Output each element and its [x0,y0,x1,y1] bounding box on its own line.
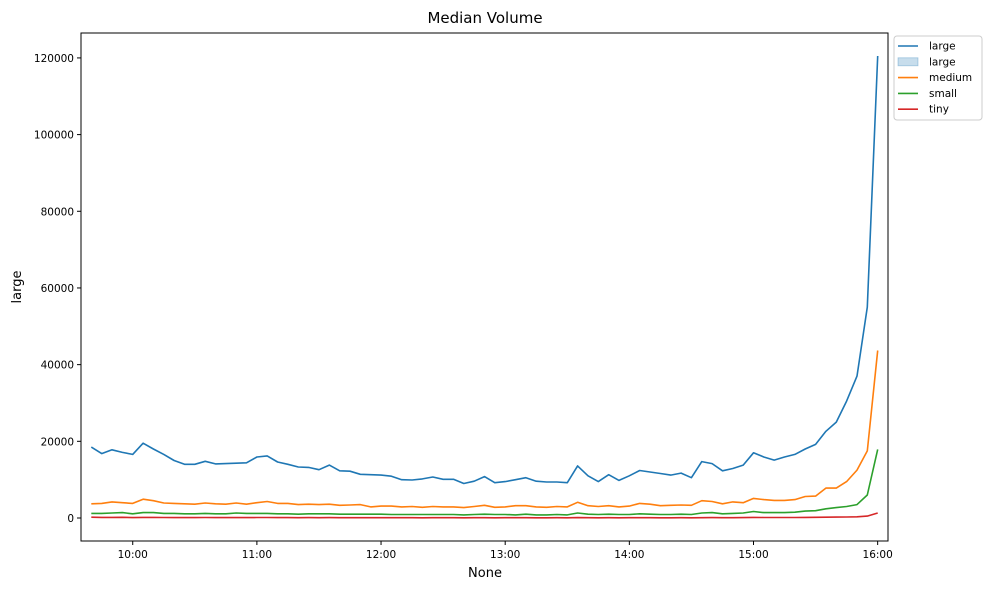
series-line-large [90,55,879,485]
y-tick-label: 80000 [41,206,74,218]
y-tick-label: 100000 [34,130,74,142]
x-tick-label: 12:00 [366,549,396,561]
legend: large large medium small tiny [893,35,983,121]
legend-frame [893,35,983,121]
x-tick-label: 10:00 [118,549,148,561]
x-axis-label: None [468,566,502,581]
legend-label: medium [929,72,972,84]
y-tick-label: 20000 [41,436,74,448]
series-line-medium [91,350,879,509]
chart-title: Median Volume [427,9,542,27]
y-axis: 0 20000 40000 60000 80000 100000 120000 [34,53,81,525]
series-layer [90,55,879,519]
x-tick-label: 11:00 [242,549,272,561]
x-tick-label: 16:00 [863,549,893,561]
y-tick-label: 60000 [41,283,74,295]
y-tick-label: 120000 [34,53,74,65]
legend-swatch-band [897,57,919,67]
legend-items: large large medium small tiny [897,41,972,116]
x-tick-label: 13:00 [490,549,520,561]
x-axis: 10:00 11:00 12:00 13:00 14:00 15:00 16:00 [118,541,893,561]
series-line-tiny [91,512,878,519]
y-tick-label: 40000 [41,360,74,372]
x-tick-label: 14:00 [614,549,644,561]
legend-label: small [929,88,957,100]
y-axis-label: large [10,271,25,304]
x-tick-label: 15:00 [738,549,768,561]
y-tick-label: 0 [67,513,74,525]
legend-label: large [929,56,956,68]
series-line-small [91,449,879,516]
plot-area-frame [80,32,889,542]
legend-label: tiny [929,104,949,116]
legend-label: large [929,41,956,53]
